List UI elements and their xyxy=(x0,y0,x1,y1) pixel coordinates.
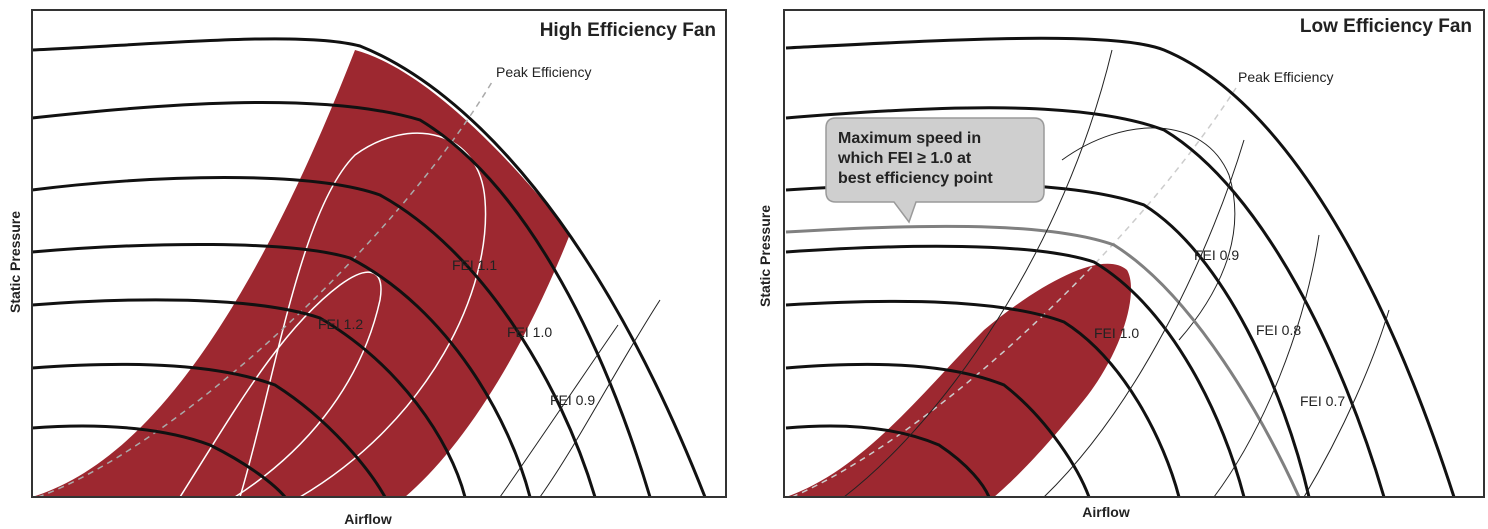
fei-label-4: FEI 0.7 xyxy=(1300,393,1345,409)
fan-speed-curves xyxy=(31,37,707,498)
fan-curve-4 xyxy=(785,244,1246,498)
fan-curve-5 xyxy=(31,298,467,498)
fan-curve-7 xyxy=(785,424,991,498)
peak-efficiency-line xyxy=(37,81,493,498)
high-efficiency-fan-panel: High Efficiency Fan Peak Efficiency FEI … xyxy=(7,9,727,527)
fan-curve-6 xyxy=(785,362,1091,498)
y-axis-label: Static Pressure xyxy=(7,211,23,313)
fan-curve-6 xyxy=(31,362,387,498)
fei-label-4: FEI 0.9 xyxy=(550,392,595,408)
panel-title: Low Efficiency Fan xyxy=(1300,16,1472,37)
fei-above-1-region xyxy=(32,50,570,497)
fei-label-2: FEI 0.9 xyxy=(1194,247,1239,263)
fan-curve-2 xyxy=(785,106,1386,498)
panel-title: High Efficiency Fan xyxy=(540,20,716,41)
system-lines xyxy=(843,49,1390,498)
low-efficiency-fan-panel: Maximum speed in which FEI ≥ 1.0 at best… xyxy=(744,0,1488,529)
plot-frame xyxy=(783,9,1485,498)
max-speed-callout: Maximum speed in which FEI ≥ 1.0 at best… xyxy=(825,117,1045,224)
x-axis-label: Airflow xyxy=(344,511,392,527)
peak-efficiency-label: Peak Efficiency xyxy=(496,64,591,80)
fei-label-3: FEI 0.8 xyxy=(1256,322,1301,338)
fei-above-1-region xyxy=(786,263,1132,497)
fei-1-1-contour xyxy=(239,132,487,498)
callout-line-2: which FEI ≥ 1.0 at xyxy=(837,150,972,167)
x-axis-label: Airflow xyxy=(1082,504,1130,520)
fan-curve-2 xyxy=(31,101,652,498)
plot-frame xyxy=(31,9,727,498)
y-axis-label: Static Pressure xyxy=(757,205,773,307)
fei-label-1: FEI 1.0 xyxy=(1094,325,1139,341)
max-speed-curve xyxy=(785,224,1301,498)
fei-label-2: FEI 1.1 xyxy=(452,257,497,273)
fei-label-3: FEI 1.0 xyxy=(507,324,552,340)
fei-0-9-contour xyxy=(1061,127,1236,341)
high-efficiency-fan-diagram: High Efficiency Fan Peak Efficiency FEI … xyxy=(7,9,727,527)
fei-label-1: FEI 1.2 xyxy=(318,316,363,332)
fan-curve-1 xyxy=(31,37,707,498)
callout-bubble xyxy=(825,117,1045,224)
fan-curve-7 xyxy=(31,424,287,498)
fan-curve-4 xyxy=(31,242,532,498)
peak-efficiency-label: Peak Efficiency xyxy=(1238,69,1333,85)
low-efficiency-fan-diagram: Maximum speed in which FEI ≥ 1.0 at best… xyxy=(757,9,1485,520)
callout-line-1: Maximum speed in xyxy=(838,130,981,147)
peak-efficiency-line xyxy=(791,87,1237,498)
fei-0-9-lines xyxy=(499,299,661,498)
fan-curve-3 xyxy=(31,176,597,498)
fan-curve-5 xyxy=(785,299,1181,498)
callout-line-3: best efficiency point xyxy=(838,170,993,187)
fan-curve-1 xyxy=(785,36,1456,498)
